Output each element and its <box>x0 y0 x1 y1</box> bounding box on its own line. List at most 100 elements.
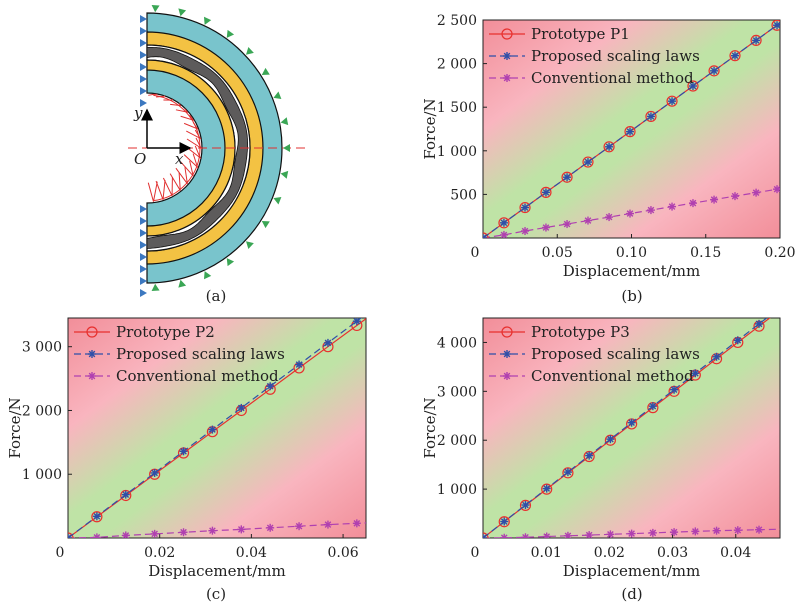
data-point-prototype <box>687 80 699 92</box>
plot-frame <box>482 317 781 539</box>
legend-label: Proposed scaling laws <box>531 345 700 363</box>
data-point-proposed <box>688 82 697 91</box>
star-marker-stroke <box>500 219 508 227</box>
x-tick-label: 0.04 <box>236 545 267 561</box>
data-point-proposed <box>668 97 677 106</box>
data-point-conventional <box>585 531 594 538</box>
data-point-prototype <box>498 516 510 528</box>
star-marker-stroke <box>521 227 529 235</box>
star-marker-stroke <box>734 336 742 344</box>
y-tick-label: 1 000 <box>437 144 477 160</box>
data-point-proposed <box>691 369 700 378</box>
star-marker-stroke <box>731 192 739 200</box>
star-marker-stroke <box>605 213 613 221</box>
data-point-proposed <box>323 338 332 347</box>
star-marker-stroke <box>324 521 332 528</box>
star-marker-stroke <box>734 526 742 534</box>
star-marker-stroke <box>755 320 763 328</box>
star-marker-stroke <box>542 224 550 231</box>
series-line-proposed <box>483 22 780 238</box>
legend-label: Conventional method <box>116 367 279 385</box>
legend-item: Proposed scaling laws <box>74 345 285 363</box>
data-point-conventional <box>583 216 592 225</box>
data-point-prototype <box>750 34 762 47</box>
fixed-support-icon <box>140 51 147 59</box>
data-point-conventional <box>237 525 246 534</box>
star-marker-stroke <box>544 533 551 538</box>
star-marker-stroke <box>483 534 487 538</box>
data-point-conventional <box>323 520 332 529</box>
outer-support-icon <box>273 91 282 99</box>
caption-d: (d) <box>621 585 643 603</box>
data-point-prototype <box>624 126 636 138</box>
star-marker-stroke <box>324 339 332 347</box>
inner-yellow-layer <box>146 59 236 237</box>
y-axis-label: y <box>133 104 143 122</box>
fixed-support-icon <box>140 205 147 213</box>
star-marker-stroke <box>68 534 72 538</box>
data-point-prototype <box>519 499 532 511</box>
y-axis-title: Force/N <box>421 98 439 159</box>
data-point-proposed <box>752 36 761 45</box>
data-point-conventional <box>266 523 275 532</box>
y-tick-label: 2 500 <box>437 13 477 29</box>
data-point-prototype <box>540 186 552 198</box>
data-point-conventional <box>731 192 740 201</box>
star-marker-stroke <box>563 173 571 181</box>
fixed-support-icon <box>140 15 147 23</box>
pressure-arrow-icon <box>156 95 166 98</box>
data-point-conventional <box>500 533 509 538</box>
star-marker-stroke <box>649 402 657 410</box>
y-tick-label: 2 000 <box>437 433 477 449</box>
series-group <box>483 318 780 538</box>
star-marker-stroke <box>689 199 697 207</box>
fixed-support-icon <box>140 39 147 47</box>
star-marker-stroke <box>755 526 763 534</box>
star-marker-stroke <box>710 67 718 75</box>
data-point-prototype <box>708 65 720 77</box>
data-point-proposed <box>606 435 615 444</box>
data-point-proposed <box>483 234 487 238</box>
star-marker-stroke <box>668 203 676 210</box>
data-point-conventional <box>541 223 550 232</box>
star-marker-stroke <box>180 528 187 536</box>
outer-support-icon <box>151 283 160 291</box>
star-marker-stroke <box>151 469 158 477</box>
series-line-prototype <box>68 318 366 538</box>
x-axis-label: x <box>175 150 184 168</box>
star-marker-stroke <box>563 220 571 228</box>
fixed-support-icon <box>140 253 147 261</box>
data-point-proposed <box>521 501 530 510</box>
star-marker-stroke <box>752 189 760 196</box>
data-point-conventional <box>646 206 655 215</box>
outer-support-icon <box>203 16 212 25</box>
star-marker-stroke <box>500 518 508 525</box>
star-marker-stroke <box>564 532 572 538</box>
legend-marker <box>86 326 98 338</box>
data-point-conventional <box>605 213 614 222</box>
star-marker-stroke <box>710 196 718 203</box>
star-marker-stroke <box>295 361 303 368</box>
data-point-conventional <box>352 519 361 528</box>
star-marker-stroke <box>151 530 158 538</box>
fixed-support-icon <box>140 27 147 35</box>
x-tick-label: 0.04 <box>720 545 751 561</box>
data-point-conventional <box>712 526 721 535</box>
chart-c: 0 0.02 0.04 0.06 1 000 2 000 3 000 Displacement… <box>6 317 367 580</box>
y-axis-title: Force/N <box>6 397 24 458</box>
data-point-proposed <box>541 188 550 197</box>
fixed-support-icon <box>140 265 147 273</box>
star-marker-stroke <box>353 520 361 527</box>
series-group <box>483 20 780 238</box>
data-point-conventional <box>752 188 761 197</box>
outer-support-icon <box>178 8 187 17</box>
star-marker-stroke <box>607 435 614 443</box>
x-tick-label: 0 <box>471 245 480 261</box>
star-marker-stroke <box>584 217 592 224</box>
data-point-proposed <box>605 142 614 151</box>
x-tick-label: 0.02 <box>594 545 625 561</box>
outer-support-icon <box>280 170 289 179</box>
data-point-conventional <box>627 529 636 538</box>
legend-item: Conventional method <box>489 69 694 87</box>
